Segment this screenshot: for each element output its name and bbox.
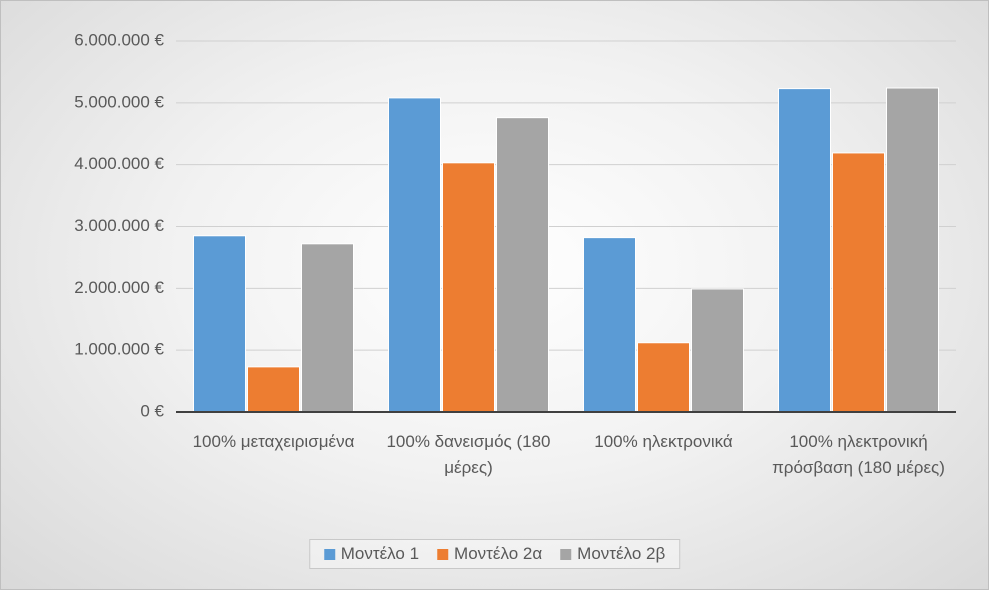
legend-swatch	[560, 548, 572, 560]
bar	[886, 87, 939, 413]
legend-label: Μοντέλο 2α	[454, 544, 543, 563]
y-tick-label: 2.000.000 €	[74, 278, 164, 297]
bar	[193, 235, 246, 413]
x-tick-label: 100% δανεισμός (180 μέρες)	[386, 432, 551, 477]
legend-swatch	[323, 548, 335, 560]
legend-swatch	[437, 548, 449, 560]
legend: Μοντέλο 1 Μοντέλο 2α Μοντέλο 2β	[308, 539, 681, 569]
bar	[637, 342, 690, 413]
y-tick-label: 4.000.000 €	[74, 154, 164, 173]
bar	[301, 243, 354, 413]
legend-item: Μοντέλο 2β	[560, 544, 665, 564]
bar	[496, 117, 549, 413]
bar	[583, 237, 636, 413]
x-tick-label: 100% μεταχειρισμένα	[192, 432, 355, 451]
y-tick-label: 0 €	[140, 401, 164, 420]
bar	[247, 366, 300, 413]
y-tick-label: 6.000.000 €	[74, 30, 164, 49]
y-tick-label: 3.000.000 €	[74, 216, 164, 235]
bar	[388, 97, 441, 413]
y-tick-label: 5.000.000 €	[74, 92, 164, 111]
y-tick-label: 1.000.000 €	[74, 340, 164, 359]
x-tick-label: 100% ηλεκτρονικά	[594, 432, 733, 451]
bar	[691, 288, 744, 413]
bar	[442, 162, 495, 413]
bar	[778, 88, 831, 413]
legend-label: Μοντέλο 1	[340, 544, 420, 563]
legend-label: Μοντέλο 2β	[577, 544, 666, 563]
legend-item: Μοντέλο 1	[323, 544, 420, 564]
bar	[832, 152, 885, 413]
x-tick-label: 100% ηλεκτρονική πρόσβαση (180 μέρες)	[772, 432, 945, 477]
legend-item: Μοντέλο 2α	[437, 544, 542, 564]
